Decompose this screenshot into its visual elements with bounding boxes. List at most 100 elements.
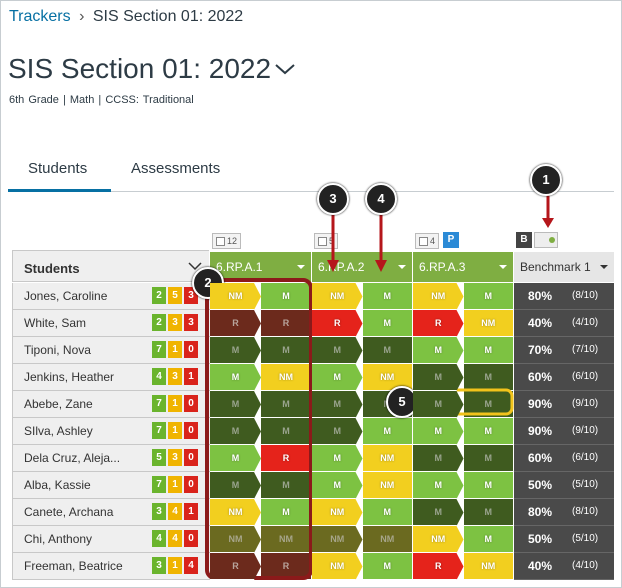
outcome-cell[interactable]: M [413, 364, 464, 391]
outcome-cell[interactable]: M [463, 526, 513, 553]
sort-dropdown[interactable] [188, 261, 202, 271]
outcome-cell[interactable]: NM [312, 553, 363, 580]
outcome-cell[interactable]: R [312, 310, 363, 337]
outcome-cell[interactable]: M [362, 337, 412, 364]
outcome-cell[interactable]: M [210, 364, 261, 391]
outcome-cell[interactable]: R [413, 310, 464, 337]
outcome-cell[interactable]: R [261, 553, 311, 580]
outcome-cell[interactable]: NM [362, 445, 412, 472]
student-name[interactable]: SIlva, Ashley [24, 424, 93, 438]
standard-label[interactable]: 6.RP.A.1 [210, 252, 311, 282]
student-name[interactable]: Chi, Anthony [24, 532, 93, 546]
outcome-cell[interactable]: M [362, 418, 412, 445]
outcome-cell[interactable]: M [413, 391, 464, 418]
outcome-cell[interactable]: NM [362, 472, 412, 499]
student-name[interactable]: Canete, Archana [24, 505, 114, 519]
benchmark-indicator-dot [549, 237, 555, 243]
outcome-cell[interactable]: M [463, 418, 513, 445]
breadcrumb-current: SIS Section 01: 2022 [92, 8, 244, 25]
outcome-cell[interactable]: M [261, 499, 311, 526]
mastery-count: 2 [152, 287, 166, 304]
outcome-cell[interactable]: R [413, 553, 464, 580]
mastery-count: 7 [152, 395, 166, 412]
outcome-cell[interactable]: M [362, 553, 412, 580]
outcome-cell[interactable]: M [463, 445, 513, 472]
outcome-cell[interactable]: M [463, 364, 513, 391]
student-name[interactable]: Freeman, Beatrice [24, 559, 123, 573]
outcome-cell[interactable]: M [312, 472, 363, 499]
student-name[interactable]: Jones, Caroline [24, 289, 108, 303]
tab[interactable]: Assessments [131, 160, 221, 177]
outcome-cell[interactable]: M [210, 391, 261, 418]
outcome-cell[interactable]: NM [312, 283, 363, 310]
students-header: Students [12, 250, 209, 282]
benchmark-cell: 80% (8/10) [514, 283, 614, 310]
title-dropdown[interactable] [274, 62, 296, 76]
outcome-cell[interactable]: M [362, 310, 412, 337]
outcome-cell[interactable]: M [261, 337, 311, 364]
outcome-cell[interactable]: M [210, 418, 261, 445]
mastery-count: 4 [152, 368, 166, 385]
outcome-cell[interactable]: M [312, 337, 363, 364]
outcome-cell[interactable]: M [261, 283, 311, 310]
outcome-cell[interactable]: M [463, 499, 513, 526]
outcome-cell[interactable]: M [362, 283, 412, 310]
outcome-cell[interactable]: NM [463, 310, 513, 337]
outcome-cell[interactable]: R [210, 553, 261, 580]
benchmark-score: (6/10) [572, 371, 599, 382]
outcome-cell[interactable]: M [463, 391, 513, 418]
standard-label[interactable]: 6.RP.A.2 [312, 252, 412, 282]
outcome-cell[interactable]: M [413, 472, 464, 499]
outcome-cell[interactable]: NM [362, 526, 412, 553]
breadcrumb-link[interactable]: Trackers [9, 8, 71, 25]
outcome-cell[interactable]: NM [312, 499, 363, 526]
outcome-cell[interactable]: R [261, 310, 311, 337]
outcome-cell[interactable]: R [261, 445, 311, 472]
outcome-cell[interactable]: NM [312, 526, 363, 553]
outcome-cell[interactable]: M [413, 445, 464, 472]
outcome-cell[interactable]: M [312, 445, 363, 472]
outcome-cell[interactable]: NM [463, 553, 513, 580]
student-name[interactable]: Dela Cruz, Aleja... [24, 451, 121, 465]
tab[interactable]: Students [28, 160, 88, 177]
outcome-cell[interactable]: M [261, 391, 311, 418]
benchmark-cell: 90% (9/10) [514, 391, 614, 418]
standard-label[interactable]: 6.RP.A.3 [413, 252, 513, 282]
student-name[interactable]: Tiponi, Nova [24, 343, 91, 357]
outcome-cell[interactable]: M [463, 472, 513, 499]
outcome-cell[interactable]: M [312, 418, 363, 445]
outcome-cell[interactable]: M [261, 472, 311, 499]
outcome-cell[interactable]: M [463, 283, 513, 310]
outcome-cell[interactable]: M [261, 418, 311, 445]
student-name[interactable]: Jenkins, Heather [24, 370, 115, 384]
benchmark-percent: 60% [528, 451, 553, 465]
outcome-cell[interactable]: M [210, 445, 261, 472]
mastery-count: 3 [168, 449, 182, 466]
mastery-count: 4 [152, 530, 166, 547]
outcome-cell[interactable]: NM [210, 283, 261, 310]
outcome-cell[interactable]: M [362, 499, 412, 526]
benchmark-score: (4/10) [572, 317, 599, 328]
benchmark-score: (8/10) [572, 290, 599, 301]
benchmark-label[interactable]: Benchmark 1 [514, 252, 614, 282]
outcome-cell[interactable]: NM [413, 283, 464, 310]
outcome-cell[interactable]: M [210, 337, 261, 364]
outcome-cell[interactable]: M [463, 337, 513, 364]
student-name[interactable]: Alba, Kassie [24, 478, 91, 492]
outcome-cell[interactable]: NM [261, 364, 311, 391]
outcome-cell[interactable]: R [210, 310, 261, 337]
outcome-cell[interactable]: M [210, 472, 261, 499]
student-row: White, Sam 2 3 3 R R R M R NM 40% (4/10) [12, 310, 614, 337]
outcome-cell[interactable]: M [413, 337, 464, 364]
outcome-cell[interactable]: NM [413, 526, 464, 553]
outcome-cell[interactable]: NM [210, 526, 261, 553]
mastery-count: 1 [168, 395, 182, 412]
student-name[interactable]: White, Sam [24, 316, 87, 330]
outcome-cell[interactable]: NM [210, 499, 261, 526]
outcome-cell[interactable]: M [413, 499, 464, 526]
outcome-cell[interactable]: M [312, 391, 363, 418]
student-name[interactable]: Abebe, Zane [24, 397, 93, 411]
outcome-cell[interactable]: M [312, 364, 363, 391]
outcome-cell[interactable]: NM [261, 526, 311, 553]
outcome-cell[interactable]: M [413, 418, 464, 445]
